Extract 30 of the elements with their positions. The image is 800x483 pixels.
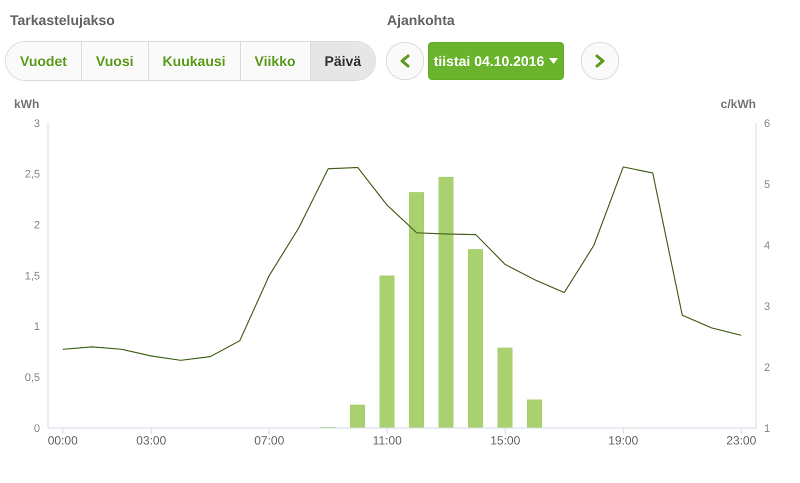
x-tick-label: 03:00: [136, 434, 167, 448]
x-tick-label: 11:00: [372, 434, 402, 448]
y-tick-label: 1,5: [24, 270, 40, 282]
y2-tick-label: 4: [764, 240, 770, 252]
y-tick-label: 0: [34, 422, 40, 435]
y2-tick-label: 2: [764, 362, 770, 374]
text: Tarkastelujakso: [10, 12, 115, 28]
y2-tick-label: 1: [764, 422, 770, 435]
y-tick-label: 1: [34, 321, 40, 334]
x-tick-label: 00:00: [48, 434, 78, 448]
x-tick-label: 23:00: [726, 434, 757, 448]
y-tick-label: 2,5: [24, 168, 40, 181]
x-tick-label: 07:00: [254, 434, 285, 448]
text: Päivä: [310, 42, 376, 80]
text: Viikko: [240, 42, 310, 80]
y-tick-label: 2: [34, 220, 40, 232]
y-tick-label: 3: [34, 118, 40, 130]
y-tick-label: 0,5: [24, 372, 40, 384]
y2-tick-label: 3: [764, 300, 770, 313]
text: Ajankohta: [387, 12, 455, 28]
text: Vuosi: [80, 42, 148, 80]
x-tick-label: 15:00: [490, 434, 521, 448]
x-tick-label: 19:00: [608, 434, 639, 448]
text: Kuukausi: [148, 42, 240, 80]
y-axis-title: kWh: [14, 97, 40, 111]
y2-tick-label: 6: [764, 118, 770, 130]
y2-axis-title: c/kWh: [720, 97, 756, 111]
y2-tick-label: 5: [764, 178, 770, 191]
text: tiistai 04.10.2016: [434, 53, 544, 69]
text: Vuodet: [6, 42, 81, 80]
